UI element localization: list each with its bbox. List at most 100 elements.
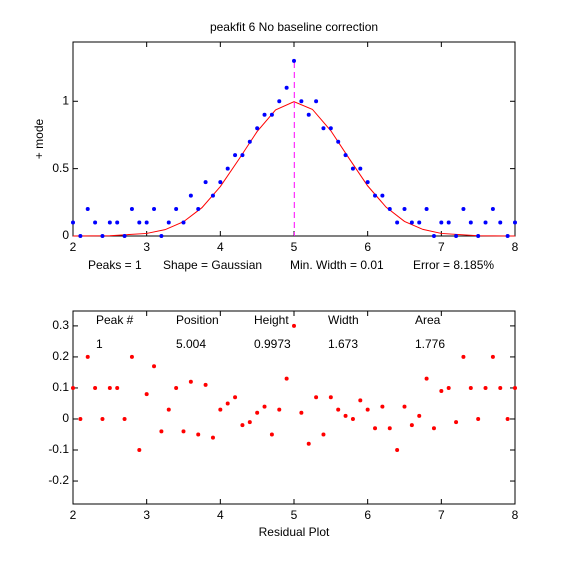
data-point — [446, 385, 451, 390]
data-point — [505, 234, 510, 238]
data-point — [431, 426, 436, 431]
y-axis-label: + mode — [32, 118, 46, 159]
data-point — [255, 126, 260, 131]
data-point — [446, 220, 451, 225]
data-point — [513, 385, 517, 390]
data-point — [439, 389, 444, 394]
data-point — [314, 99, 319, 104]
data-point — [144, 220, 149, 225]
data-point — [468, 220, 473, 225]
data-point — [498, 220, 503, 225]
x-tick-label: 4 — [217, 508, 224, 522]
data-point — [159, 234, 164, 238]
y-tick-label: 0.1 — [52, 380, 69, 394]
data-point — [513, 220, 517, 225]
data-point — [107, 385, 112, 390]
data-point — [277, 407, 282, 412]
axes-frame — [72, 310, 516, 505]
data-point — [395, 220, 400, 225]
data-point — [218, 407, 223, 412]
x-tick-label: 5 — [291, 240, 298, 254]
data-point — [328, 126, 333, 131]
data-point — [284, 85, 289, 90]
data-point — [137, 448, 142, 453]
data-point — [292, 323, 296, 328]
data-point — [306, 441, 311, 446]
data-point — [100, 416, 105, 421]
table-cell: 5.004 — [176, 337, 206, 351]
data-point — [380, 404, 385, 409]
table-cell: 1 — [96, 337, 103, 351]
data-point — [122, 234, 127, 238]
annotation: Peaks = 1 — [88, 258, 142, 272]
x-tick-label: 5 — [291, 508, 298, 522]
data-point — [152, 207, 157, 212]
x-tick-label: 6 — [364, 240, 371, 254]
table-cell: 1.673 — [328, 337, 358, 351]
data-point — [328, 395, 333, 400]
data-point — [93, 385, 98, 390]
data-point — [233, 153, 238, 158]
data-point — [107, 220, 112, 225]
table-cell: 0.9973 — [254, 337, 291, 351]
data-point — [277, 99, 282, 104]
data-point — [247, 420, 252, 425]
data-point — [71, 220, 75, 225]
data-point — [196, 207, 201, 212]
x-axis-label: Residual Plot — [259, 525, 330, 539]
data-point — [174, 207, 179, 212]
data-point — [129, 354, 134, 359]
annotation: Min. Width = 0.01 — [290, 258, 384, 272]
data-point — [336, 407, 341, 412]
table-header: Width — [328, 313, 359, 327]
data-point — [373, 426, 378, 431]
data-point — [115, 220, 120, 225]
data-point — [144, 392, 149, 397]
data-point — [166, 407, 171, 412]
data-point — [129, 207, 134, 212]
data-point — [454, 234, 459, 238]
chart-title: peakfit 6 No baseline correction — [210, 20, 378, 34]
data-point — [122, 416, 127, 421]
data-point — [292, 58, 296, 63]
data-point — [240, 423, 245, 428]
data-point — [483, 385, 488, 390]
data-point — [483, 220, 488, 225]
x-tick-label: 3 — [143, 240, 150, 254]
data-point — [490, 207, 495, 212]
data-point — [225, 166, 230, 171]
data-point — [387, 426, 392, 431]
data-point — [321, 126, 326, 131]
data-point — [115, 385, 120, 390]
data-point — [343, 153, 348, 158]
data-point — [468, 385, 473, 390]
data-point — [196, 432, 201, 437]
data-point — [181, 429, 186, 434]
data-point — [490, 354, 495, 359]
data-point — [269, 112, 274, 117]
data-point — [152, 364, 157, 369]
data-point — [314, 395, 319, 400]
data-point — [210, 193, 215, 198]
data-point — [380, 193, 385, 198]
data-point — [85, 207, 90, 212]
data-point — [299, 410, 304, 415]
data-point — [100, 234, 105, 238]
data-point — [188, 379, 193, 384]
data-point — [188, 193, 193, 198]
data-point — [409, 423, 414, 428]
table-header: Height — [254, 313, 289, 327]
x-tick-label: 8 — [512, 508, 519, 522]
data-point — [321, 432, 326, 437]
data-point — [424, 376, 429, 381]
data-point — [203, 382, 208, 387]
data-point — [78, 234, 83, 238]
y-tick-label: 1 — [62, 93, 69, 107]
data-point — [476, 416, 481, 421]
data-point — [417, 413, 422, 418]
data-point — [365, 180, 370, 185]
y-tick-label: -0.2 — [48, 473, 69, 487]
data-point — [350, 416, 355, 421]
data-point — [78, 416, 83, 421]
